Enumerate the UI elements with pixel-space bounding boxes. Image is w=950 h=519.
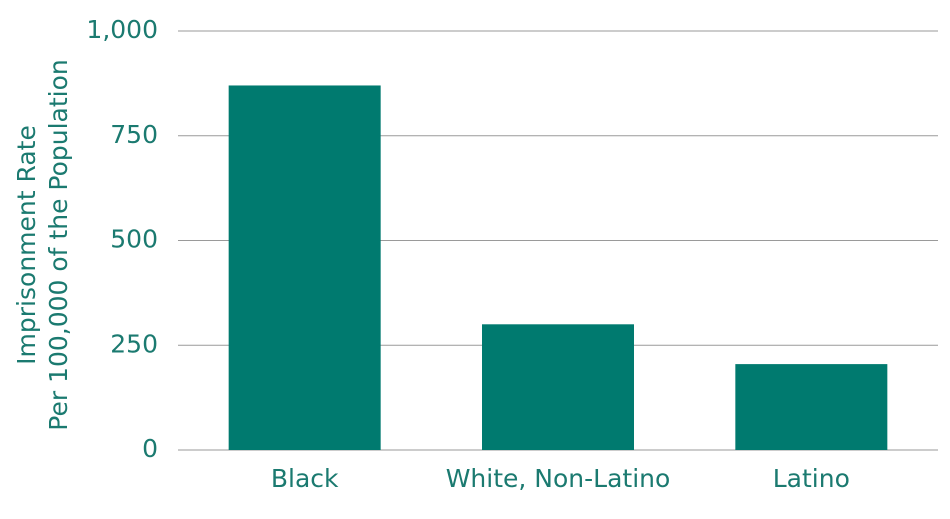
x-tick-label: Latino <box>773 464 850 493</box>
bar <box>228 85 381 450</box>
y-tick-label: 1,000 <box>86 15 158 44</box>
bar <box>735 364 888 450</box>
y-tick-label: 250 <box>110 329 158 358</box>
x-tick-label: White, Non-Latino <box>446 464 671 493</box>
y-axis-label-group: Imprisonment Rate Per 100,000 of the Pop… <box>12 59 73 430</box>
y-tick-label: 0 <box>142 434 158 463</box>
bar <box>482 324 634 450</box>
y-axis-label: Imprisonment Rate <box>12 125 41 365</box>
y-tick-label: 750 <box>110 120 158 149</box>
y-axis-label: Per 100,000 of the Population <box>44 59 73 430</box>
x-tick-label: Black <box>271 464 339 493</box>
y-tick-label: 500 <box>110 225 158 254</box>
